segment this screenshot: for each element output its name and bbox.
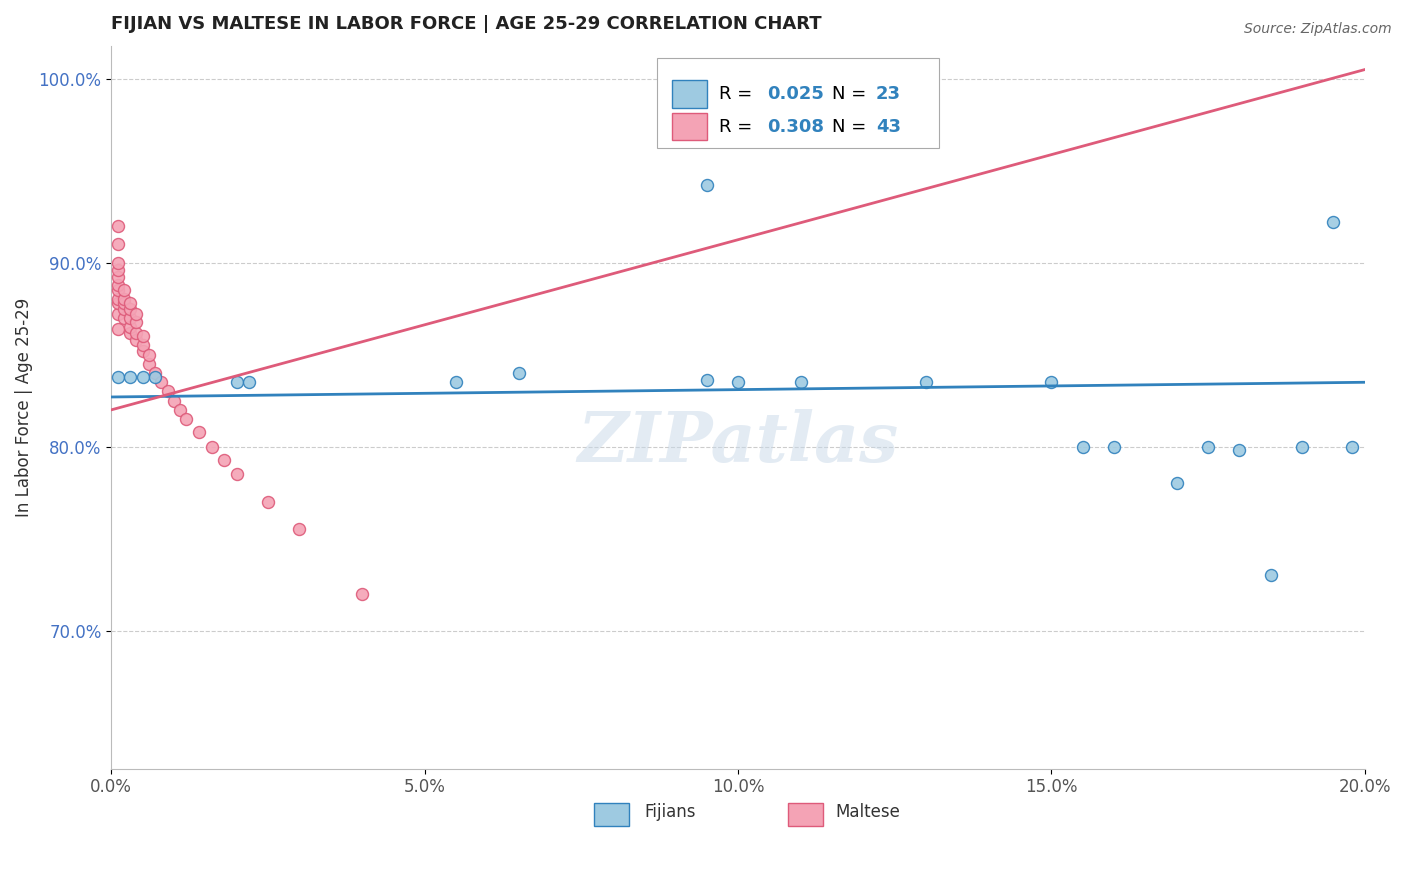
Point [107, 219, 129, 233]
Point [131, 329, 153, 343]
Point [508, 366, 530, 380]
FancyBboxPatch shape [672, 113, 707, 140]
Text: R =: R = [720, 118, 758, 136]
Point [107, 237, 129, 252]
Point [143, 366, 166, 380]
Point [789, 376, 811, 390]
Point [1260, 568, 1282, 582]
Point [1341, 440, 1364, 454]
Point [212, 452, 235, 467]
Point [112, 310, 135, 325]
Point [1040, 376, 1063, 390]
Text: Source: ZipAtlas.com: Source: ZipAtlas.com [1244, 22, 1392, 37]
Point [156, 384, 179, 399]
Point [112, 293, 135, 307]
Text: R =: R = [720, 85, 758, 103]
Point [120, 310, 142, 325]
FancyBboxPatch shape [657, 58, 939, 148]
Point [120, 320, 142, 334]
Point [112, 301, 135, 316]
Point [169, 402, 191, 417]
Text: 0.025: 0.025 [766, 85, 824, 103]
Point [107, 256, 129, 270]
Point [1071, 440, 1094, 454]
Point [200, 440, 222, 454]
Point [288, 523, 311, 537]
Y-axis label: In Labor Force | Age 25-29: In Labor Force | Age 25-29 [15, 297, 32, 516]
Point [120, 296, 142, 310]
Point [138, 357, 160, 371]
Point [112, 283, 135, 297]
Point [225, 467, 247, 482]
Point [107, 263, 129, 277]
Point [107, 293, 129, 307]
Text: FIJIAN VS MALTESE IN LABOR FORCE | AGE 25-29 CORRELATION CHART: FIJIAN VS MALTESE IN LABOR FORCE | AGE 2… [111, 15, 823, 33]
Point [1102, 440, 1125, 454]
FancyBboxPatch shape [593, 803, 628, 826]
Point [131, 343, 153, 358]
Text: Fijians: Fijians [644, 803, 696, 821]
Point [120, 326, 142, 340]
Text: N =: N = [832, 118, 872, 136]
Point [696, 178, 718, 193]
Point [915, 376, 938, 390]
Point [120, 301, 142, 316]
Point [188, 425, 211, 439]
Point [1291, 440, 1313, 454]
Point [143, 369, 166, 384]
Point [350, 587, 373, 601]
Point [1166, 476, 1188, 491]
Point [120, 369, 142, 384]
Point [1322, 215, 1344, 229]
Point [107, 283, 129, 297]
Point [131, 369, 153, 384]
Point [125, 333, 148, 347]
Point [125, 326, 148, 340]
Point [107, 270, 129, 285]
Text: ZIPatlas: ZIPatlas [578, 409, 898, 477]
Point [125, 307, 148, 321]
Text: N =: N = [832, 85, 872, 103]
Point [1197, 440, 1219, 454]
Point [696, 373, 718, 387]
Point [125, 315, 148, 329]
Point [107, 296, 129, 310]
Point [225, 376, 247, 390]
FancyBboxPatch shape [672, 80, 707, 108]
Point [107, 277, 129, 292]
Point [176, 412, 198, 426]
Point [150, 376, 173, 390]
Text: 23: 23 [876, 85, 901, 103]
Point [107, 307, 129, 321]
Point [444, 376, 467, 390]
Point [138, 348, 160, 362]
Text: 43: 43 [876, 118, 901, 136]
Point [107, 369, 129, 384]
Point [107, 322, 129, 336]
Point [131, 338, 153, 352]
Point [1229, 443, 1251, 458]
Point [238, 376, 260, 390]
Point [727, 376, 749, 390]
Text: 0.308: 0.308 [766, 118, 824, 136]
FancyBboxPatch shape [789, 803, 824, 826]
Point [163, 393, 186, 408]
Point [112, 296, 135, 310]
Text: Maltese: Maltese [835, 803, 901, 821]
Point [257, 495, 280, 509]
